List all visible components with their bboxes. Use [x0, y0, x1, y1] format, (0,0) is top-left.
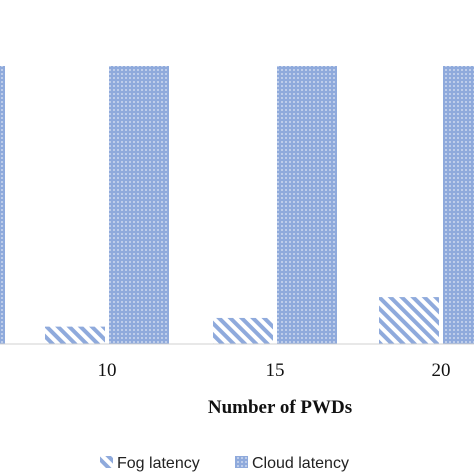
bar-cloud-latency-20	[443, 66, 474, 344]
x-tick-labels: 10 15 20	[98, 360, 451, 381]
x-tick-label: 15	[266, 360, 285, 381]
legend-label-cloud-latency: Cloud latency	[252, 455, 349, 472]
x-tick-label: 10	[98, 360, 117, 381]
legend-swatch-fog-latency	[100, 456, 113, 468]
legend: Fog latency Cloud latency	[100, 455, 349, 472]
x-tick-label: 20	[432, 360, 451, 381]
legend-swatch-cloud-latency	[235, 456, 248, 468]
x-axis-title: Number of PWDs	[208, 397, 352, 418]
bar-fog-latency-15	[213, 317, 273, 344]
bar-cloud-latency-15	[277, 66, 337, 344]
bar-fog-latency-10	[45, 326, 105, 344]
legend-label-fog-latency: Fog latency	[117, 455, 200, 472]
bars-group	[0, 66, 474, 344]
bar-fog-latency-20	[379, 297, 439, 344]
bar-cloud-latency-10	[109, 66, 169, 344]
bar-cloud-latency-partial	[0, 66, 5, 344]
